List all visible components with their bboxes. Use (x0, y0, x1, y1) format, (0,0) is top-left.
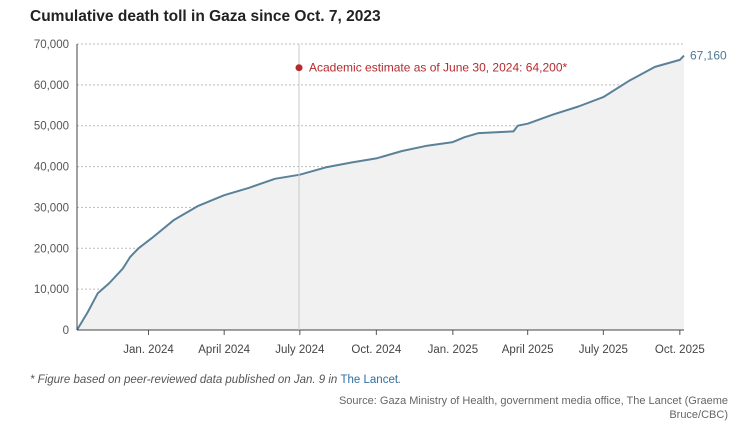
annotation-label: Academic estimate as of June 30, 2024: 6… (309, 61, 567, 75)
chart-svg: 0 10,000 20,000 30,000 40,000 50,000 60,000 70,… (34, 39, 727, 356)
footnote: * Figure based on peer-reviewed data pub… (30, 374, 401, 386)
y-tick-label: 60,000 (34, 80, 69, 92)
footnote-text: * Figure based on peer-reviewed data pub… (30, 374, 341, 386)
annotation-marker (295, 64, 303, 72)
y-tick-label: 30,000 (34, 202, 69, 214)
chart-title: Cumulative death toll in Gaza since Oct.… (30, 8, 381, 25)
x-tick-label: Oct. 2025 (655, 344, 705, 356)
series-area (77, 55, 684, 330)
footnote-end: . (398, 374, 402, 386)
x-tick-label: April 2025 (502, 344, 554, 356)
y-tick-label: 40,000 (34, 162, 69, 174)
x-tick-label: Jan. 2025 (428, 344, 479, 356)
x-tick-label: July 2024 (275, 344, 325, 356)
lancet-link[interactable]: The Lancet (340, 374, 399, 386)
x-tick-label: July 2025 (579, 344, 628, 356)
end-value-label: 67,160 (690, 49, 727, 63)
y-tick-label: 10,000 (34, 284, 69, 296)
y-tick-label: 70,000 (34, 39, 69, 51)
area-layer (76, 54, 685, 331)
y-tick-label: 20,000 (34, 243, 69, 255)
series-line (76, 54, 685, 331)
x-tick-label: Oct. 2024 (351, 344, 401, 356)
x-tick-label: Jan. 2024 (123, 344, 174, 356)
source-credit: Source: Gaza Ministry of Health, governm… (338, 395, 728, 421)
annotation-layer: Academic estimate as of June 30, 2024: 6… (295, 44, 568, 330)
y-tick-label: 0 (63, 325, 69, 337)
y-tick-label: 50,000 (34, 121, 69, 133)
axis-layer: 0 10,000 20,000 30,000 40,000 50,000 60,000 70,… (34, 39, 727, 356)
x-tick-label: April 2024 (198, 344, 250, 356)
